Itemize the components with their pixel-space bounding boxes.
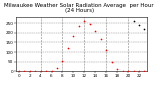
Point (28, 71, 31, 72)
Point (78, 25, 80, 27)
Point (83, 21, 86, 22)
Point (39, 71, 42, 72)
Point (72, 35, 75, 36)
Point (50, 70, 53, 72)
Point (132, 71, 135, 72)
Point (100, 38, 102, 39)
Point (45, 71, 47, 72)
Point (121, 70, 124, 72)
Point (143, 28, 146, 30)
Point (110, 61, 113, 62)
Point (23, 71, 25, 72)
Point (132, 21, 135, 22)
Text: Milwaukee Weather Solar Radiation Average  per Hour  (24 Hours): Milwaukee Weather Solar Radiation Averag… (4, 3, 156, 13)
Point (138, 71, 140, 72)
Point (143, 71, 146, 72)
Point (34, 71, 36, 72)
Point (17, 71, 20, 72)
Point (105, 49, 108, 51)
Point (116, 69, 118, 70)
Point (138, 24, 140, 26)
Point (67, 48, 69, 49)
Point (94, 30, 96, 32)
Point (56, 67, 58, 69)
Point (127, 71, 129, 72)
Point (61, 60, 64, 61)
Point (88, 23, 91, 25)
